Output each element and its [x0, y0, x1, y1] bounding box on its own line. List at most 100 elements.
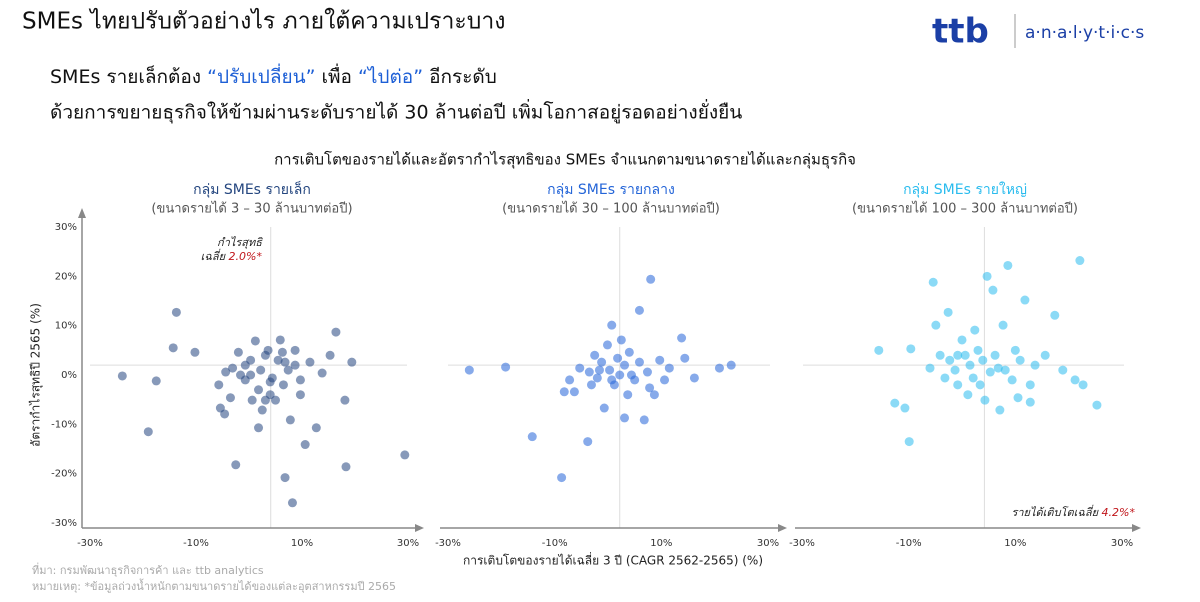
point [1025, 397, 1035, 407]
point [943, 307, 953, 317]
point [287, 498, 297, 508]
point [586, 380, 596, 390]
point [1030, 360, 1040, 370]
point [993, 363, 1003, 373]
point [973, 345, 983, 355]
subtitle-highlight: “ไปต่อ” [358, 66, 423, 88]
point [975, 380, 985, 390]
point [645, 383, 655, 393]
point [620, 360, 630, 370]
subtitle-line2: ด้วยการขยายธุรกิจให้ข้ามผ่านระดับรายได้ … [50, 99, 742, 125]
point [950, 365, 960, 375]
point [594, 365, 604, 375]
point [565, 375, 575, 385]
point [265, 377, 275, 387]
point [1015, 355, 1025, 365]
point [311, 423, 321, 433]
point [1010, 345, 1020, 355]
x-tick-label: -30% [435, 538, 461, 549]
point [275, 335, 285, 345]
annotation-value: 4.2%* [1102, 506, 1136, 519]
point [607, 375, 617, 385]
point [1092, 400, 1102, 410]
point [228, 363, 238, 373]
point [246, 370, 256, 380]
panel-title: กลุ่ม SMEs รายเล็ก [193, 180, 311, 198]
point [143, 427, 153, 437]
point [599, 403, 609, 413]
source: ที่มา: กรมพัฒนาธุรกิจการค้า และ ttb anal… [32, 562, 264, 577]
x-tick-label: -30% [789, 538, 815, 549]
point [963, 390, 973, 400]
point [559, 387, 569, 397]
point [501, 362, 511, 372]
point [220, 409, 230, 419]
point [945, 355, 955, 365]
point [257, 405, 267, 415]
point [980, 395, 990, 405]
point [464, 365, 474, 375]
point [557, 473, 567, 483]
point [331, 327, 341, 337]
point [256, 365, 266, 375]
point [900, 403, 910, 413]
point [978, 355, 988, 365]
point [953, 350, 963, 360]
point [605, 365, 615, 375]
point [569, 387, 579, 397]
point [634, 357, 644, 367]
point [290, 345, 300, 355]
x-tick-label: 10% [291, 538, 313, 549]
point [260, 395, 270, 405]
point [626, 370, 636, 380]
point [1025, 380, 1035, 390]
panel-subtitle: (ขนาดรายได้ 30 – 100 ล้านบาทต่อปี) [502, 201, 720, 217]
x-axis-arrow [1132, 524, 1141, 532]
point [290, 360, 300, 370]
point [240, 360, 250, 370]
logo-product: a·n·a·l·y·t·i·c·s [1025, 23, 1144, 43]
point [931, 320, 941, 330]
point [117, 371, 127, 381]
point [613, 353, 623, 363]
point [957, 335, 967, 345]
point [1020, 295, 1030, 305]
point [953, 380, 963, 390]
point [677, 333, 687, 343]
point [965, 360, 975, 370]
point [1040, 350, 1050, 360]
point [231, 460, 241, 470]
point [584, 367, 594, 377]
point [527, 432, 537, 442]
point [616, 335, 626, 345]
point [1003, 260, 1013, 270]
point [940, 373, 950, 383]
point [317, 368, 327, 378]
point [982, 271, 992, 281]
point [620, 413, 630, 423]
point [904, 437, 914, 447]
point [254, 385, 264, 395]
subtitle-line1: SMEs รายเล็กต้อง “ปรับเปลี่ยน” เพื่อ “ไป… [50, 63, 497, 88]
point [190, 347, 200, 357]
point [642, 367, 652, 377]
note: หมายเหตุ: *ข้อมูลถ่วงน้ำหนักตามขนาดรายได… [32, 578, 396, 593]
point [597, 357, 607, 367]
point [592, 373, 602, 383]
point [646, 274, 656, 284]
x-tick-label: 10% [650, 538, 672, 549]
point [247, 395, 257, 405]
point [935, 350, 945, 360]
x-tick-label: -10% [542, 538, 568, 549]
point [278, 380, 288, 390]
point [295, 390, 305, 400]
point [906, 344, 916, 354]
y-tick-label: 0% [61, 370, 77, 381]
point [660, 375, 670, 385]
point [347, 357, 357, 367]
point [271, 395, 280, 405]
point [928, 277, 938, 287]
panel-title: กลุ่ม SMEs รายใหญ่ [903, 181, 1027, 198]
point [615, 370, 625, 380]
point [273, 355, 283, 365]
